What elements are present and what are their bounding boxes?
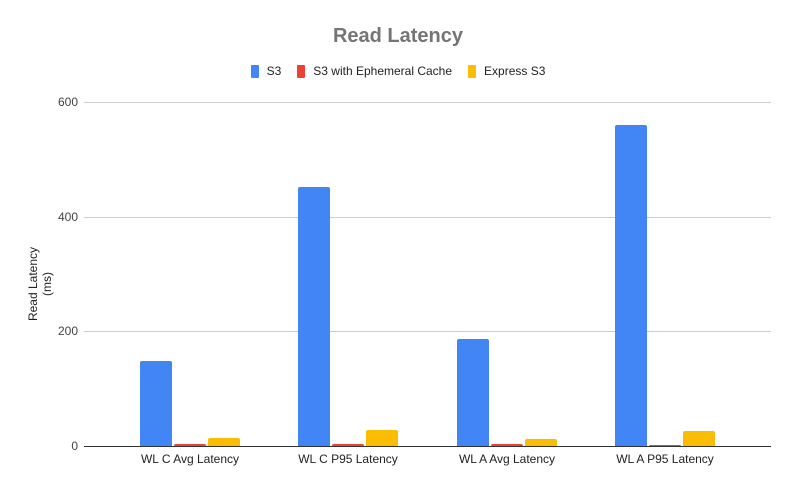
bar [491,443,523,446]
bar [649,444,681,446]
x-tick-label: WL A Avg Latency [458,452,556,466]
y-tick-label: 0 [71,439,78,453]
x-axis [84,446,771,447]
bar [366,429,398,446]
y-tick-label: 600 [57,95,78,109]
legend-item-s3: S3 [250,64,281,78]
bar [140,361,172,446]
chart-title: Read Latency [332,25,464,47]
bar [174,443,206,446]
y-tick-label: 200 [57,324,78,339]
legend-item-ephemeral: S3 with Ephemeral Cache [297,64,452,78]
y-tick-label: 400 [57,209,78,224]
y-axis-label: Read Latency (ms) [26,246,54,322]
x-tick-label: WL A P95 Latency [616,452,714,466]
legend-item-express: Express S3 [468,64,545,78]
bar [525,439,557,446]
legend: S3 S3 with Ephemeral Cache Express S3 [0,64,796,78]
x-tick-label: WL C P95 Latency [298,452,398,466]
bar [683,431,715,446]
x-tick-label: WL C Avg Latency [140,452,240,466]
bar [457,338,489,446]
gridline [84,102,771,103]
bar [615,124,647,446]
bar [208,437,240,446]
gridline [84,216,771,218]
bar [332,443,364,446]
gridline [84,331,771,333]
bar [298,186,330,446]
